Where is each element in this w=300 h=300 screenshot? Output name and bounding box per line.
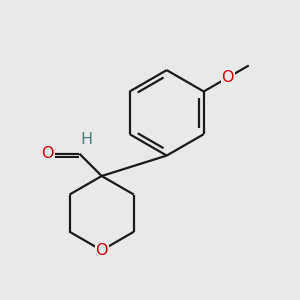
Text: O: O	[222, 70, 234, 85]
Text: H: H	[80, 132, 92, 147]
Text: O: O	[95, 243, 108, 258]
Text: O: O	[41, 146, 54, 161]
